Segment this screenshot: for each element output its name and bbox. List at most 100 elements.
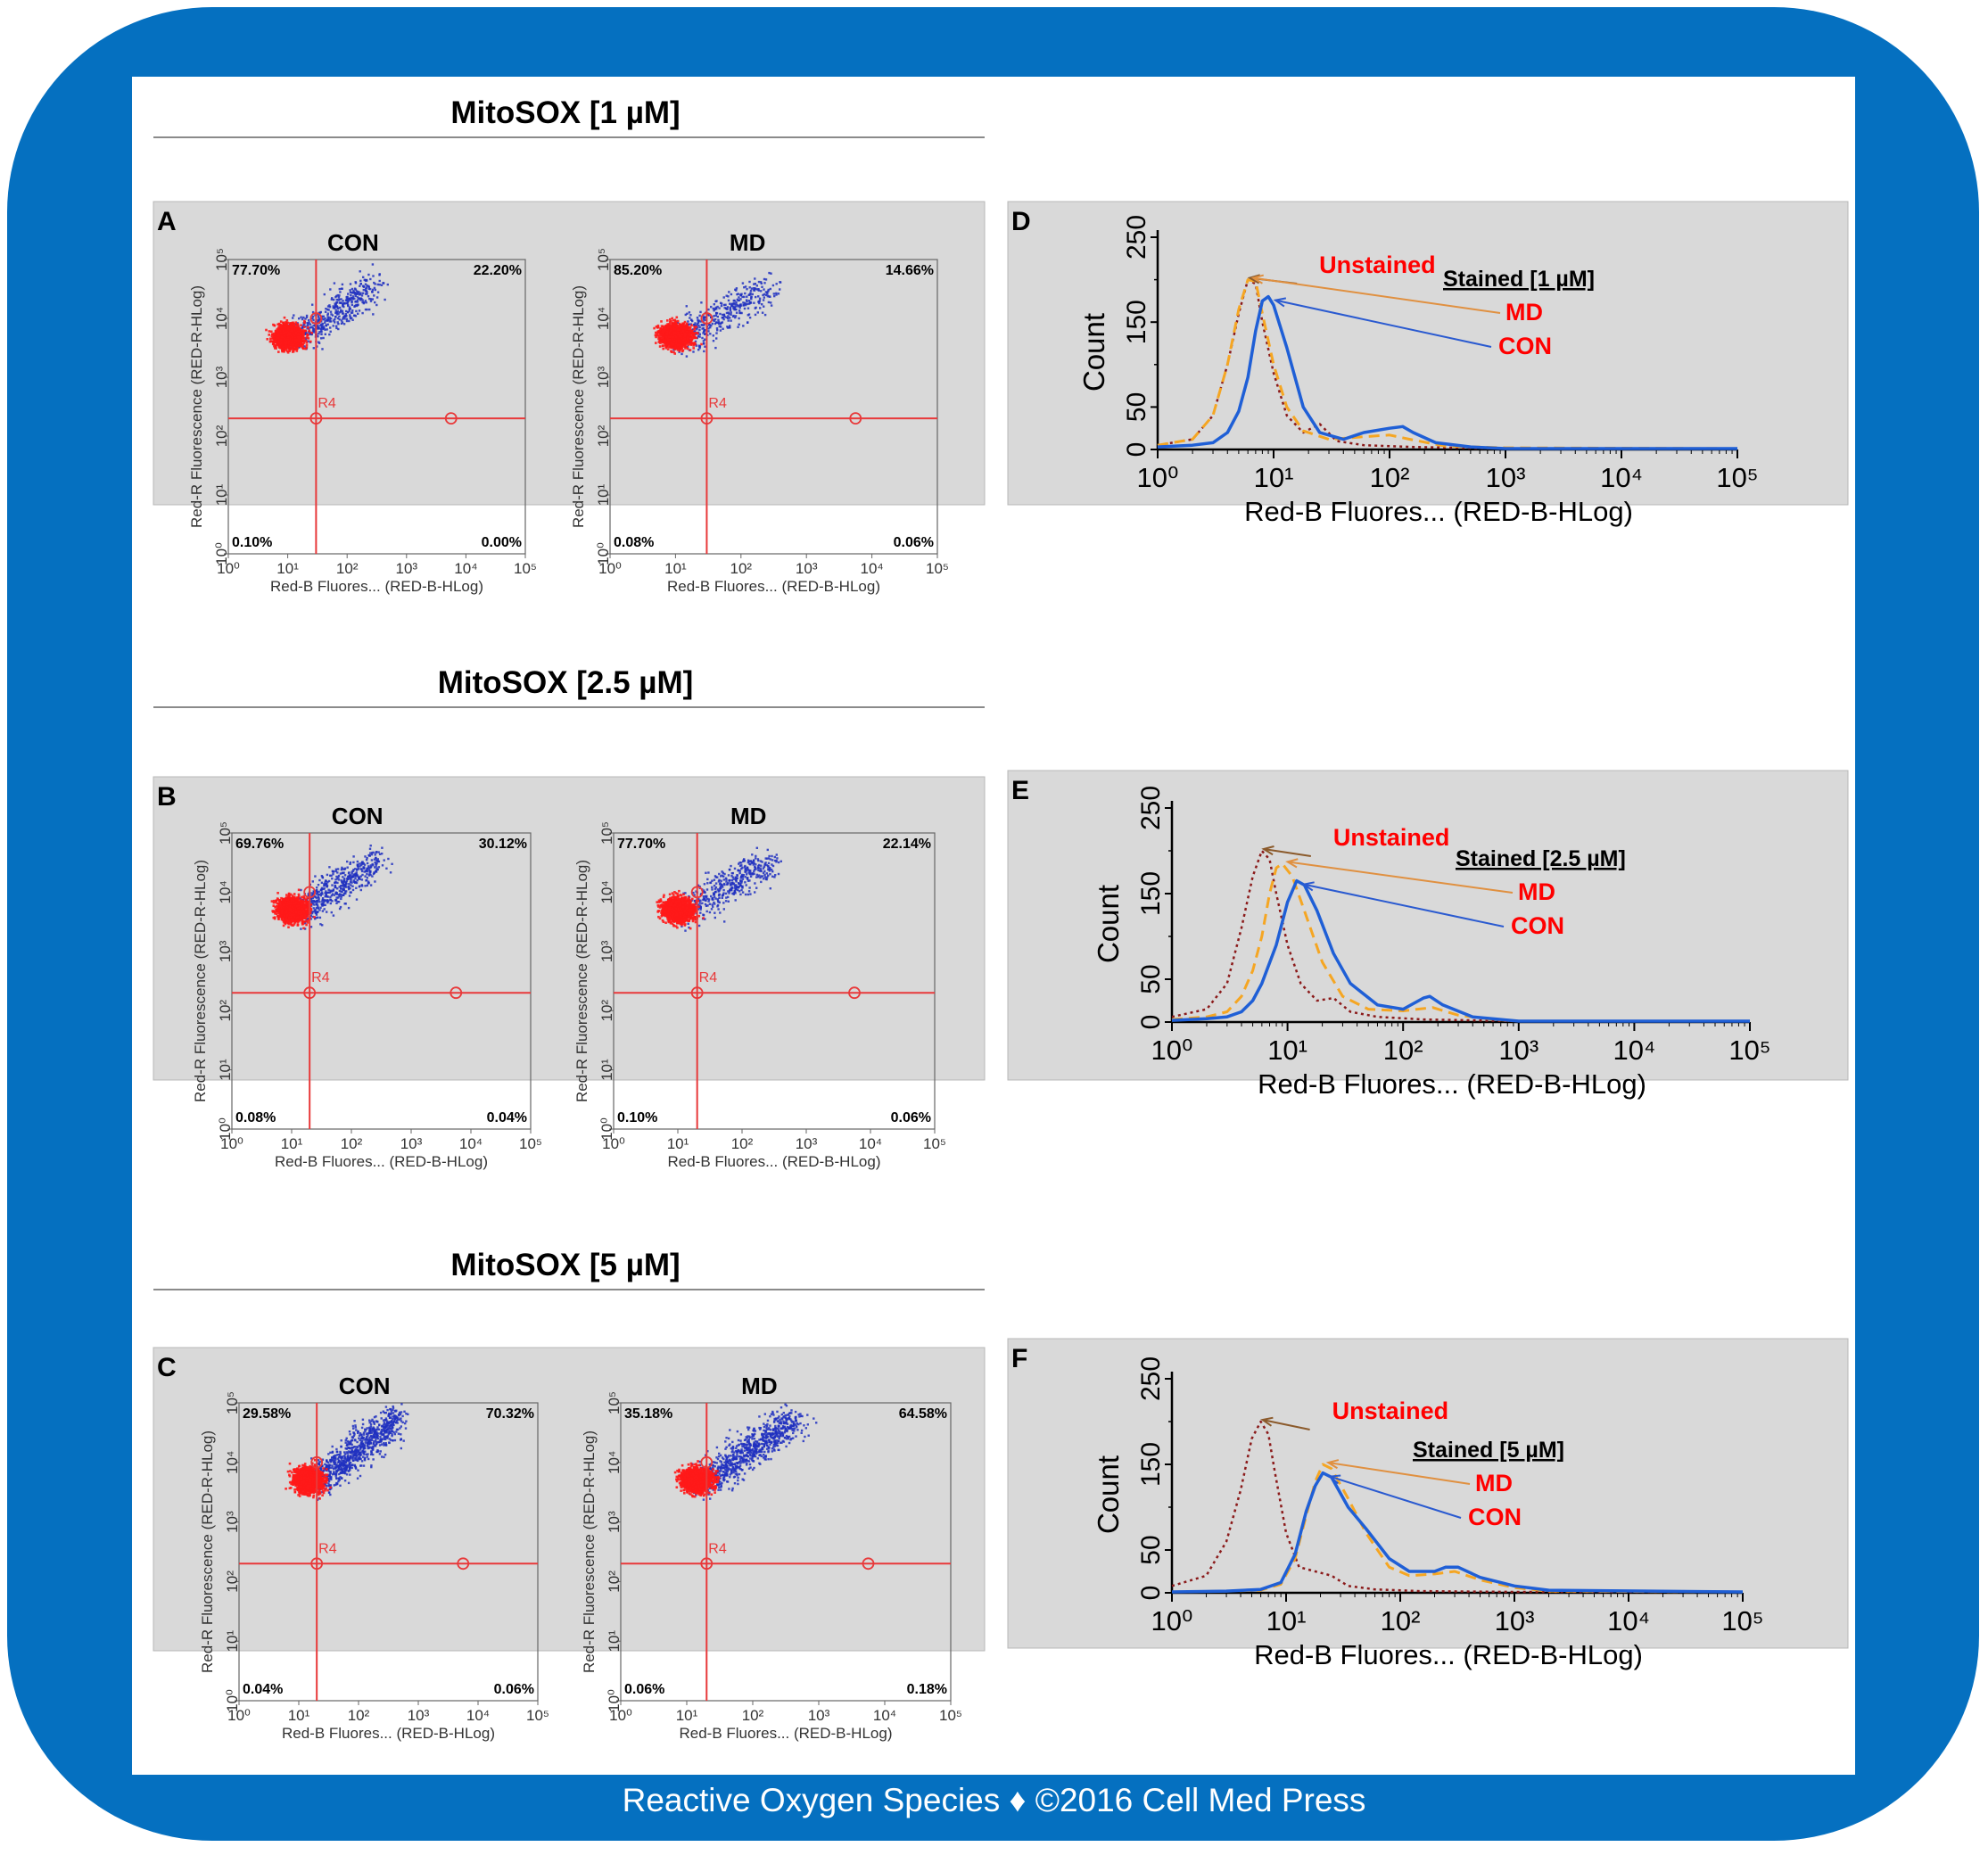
blue-event-dot (768, 295, 771, 298)
blue-event-dot (342, 880, 346, 884)
red-event-dot (303, 319, 306, 323)
blue-event-dot (319, 325, 322, 327)
blue-event-dot (350, 876, 352, 879)
blue-event-dot (697, 334, 700, 338)
red-event-dot (270, 330, 273, 334)
blue-event-dot (356, 879, 359, 882)
blue-event-dot (745, 302, 747, 305)
blue-event-dot (374, 862, 376, 864)
blue-event-dot (330, 320, 333, 323)
blue-event-dot (312, 892, 315, 895)
blue-event-dot (324, 319, 326, 322)
plot-frame (231, 832, 532, 1130)
blue-event-dot (757, 289, 760, 292)
red-event-dot (301, 345, 304, 349)
red-event-dot (297, 326, 300, 329)
red-event-dot (283, 348, 286, 351)
red-event-dot (672, 342, 675, 345)
x-tick-label: 10² (730, 560, 753, 577)
red-event-dot (679, 341, 681, 343)
blue-event-dot (321, 900, 324, 903)
blue-event-dot (334, 302, 336, 305)
blue-event-dot (701, 336, 704, 340)
red-event-dot (668, 322, 671, 326)
blue-event-dot (328, 304, 331, 307)
blue-event-dot (330, 874, 333, 878)
blue-event-dot (320, 875, 324, 878)
blue-event-dot (341, 871, 344, 875)
blue-event-dot (325, 890, 327, 893)
blue-event-dot (328, 333, 331, 336)
blue-event-dot (353, 881, 357, 884)
red-event-dot (294, 343, 298, 347)
x-tick-label: 10² (336, 560, 359, 577)
blue-event-dot (361, 311, 364, 315)
blue-event-dot (332, 870, 335, 873)
blue-event-dot (366, 293, 368, 295)
red-event-dot (681, 333, 683, 336)
blue-event-dot (319, 327, 323, 331)
red-event-dot (277, 350, 280, 353)
red-event-dot (288, 332, 292, 335)
blue-event-dot (373, 294, 375, 297)
blue-event-dot (348, 895, 351, 897)
blue-event-dot (332, 914, 335, 917)
blue-event-dot (342, 894, 344, 896)
blue-event-dot (318, 909, 321, 911)
red-event-dot (675, 334, 678, 336)
blue-event-dot (756, 288, 759, 291)
red-event-dot (680, 326, 682, 330)
blue-event-dot (757, 301, 760, 303)
blue-event-dot (374, 283, 376, 285)
red-event-dot (656, 332, 659, 335)
blue-event-dot (706, 313, 709, 317)
blue-event-dot (343, 317, 346, 320)
red-event-dot (658, 339, 661, 342)
blue-event-dot (306, 322, 309, 325)
blue-event-dot (743, 307, 747, 310)
blue-event-dot (320, 329, 323, 332)
blue-event-dot (318, 893, 321, 896)
blue-event-dot (764, 278, 768, 281)
blue-event-dot (345, 314, 348, 317)
red-event-dot (676, 343, 680, 347)
figure-svg: MitoSOX [1 µM]MitoSOX [2.5 µM]MitoSOX [5… (153, 95, 1849, 1742)
red-event-dot (672, 319, 675, 322)
red-event-dot (270, 334, 274, 337)
blue-event-dot (336, 878, 339, 880)
blue-event-dot (694, 340, 697, 343)
blue-event-dot (342, 868, 344, 870)
blue-event-dot (318, 317, 321, 320)
red-event-dot (690, 329, 694, 333)
blue-event-dot (373, 871, 375, 874)
red-event-dot (295, 338, 298, 341)
blue-event-dot (387, 857, 390, 861)
blue-event-dot (335, 902, 338, 904)
blue-event-dot (358, 877, 360, 879)
red-event-dot (300, 331, 303, 334)
red-event-dot (689, 326, 692, 329)
blue-event-dot (354, 300, 357, 303)
red-event-dot (279, 346, 283, 349)
blue-event-dot (711, 322, 714, 326)
blue-event-dot (346, 295, 349, 299)
blue-event-dot (334, 311, 337, 314)
blue-event-dot (720, 326, 722, 328)
blue-event-dot (341, 309, 344, 313)
y-tick-label: 10⁰ (213, 542, 230, 565)
blue-event-dot (758, 300, 762, 302)
blue-event-dot (763, 313, 767, 317)
red-event-dot (302, 342, 306, 344)
blue-event-dot (734, 315, 738, 317)
blue-event-dot (359, 283, 362, 285)
red-event-dot (297, 329, 301, 333)
blue-event-dot (309, 323, 312, 326)
blue-event-dot (771, 284, 775, 287)
red-event-dot (303, 340, 306, 342)
red-event-dot (664, 345, 667, 349)
blue-event-dot (316, 889, 318, 892)
red-event-dot (303, 326, 306, 328)
blue-event-dot (702, 332, 705, 334)
blue-event-dot (352, 869, 355, 871)
blue-event-dot (754, 313, 757, 317)
